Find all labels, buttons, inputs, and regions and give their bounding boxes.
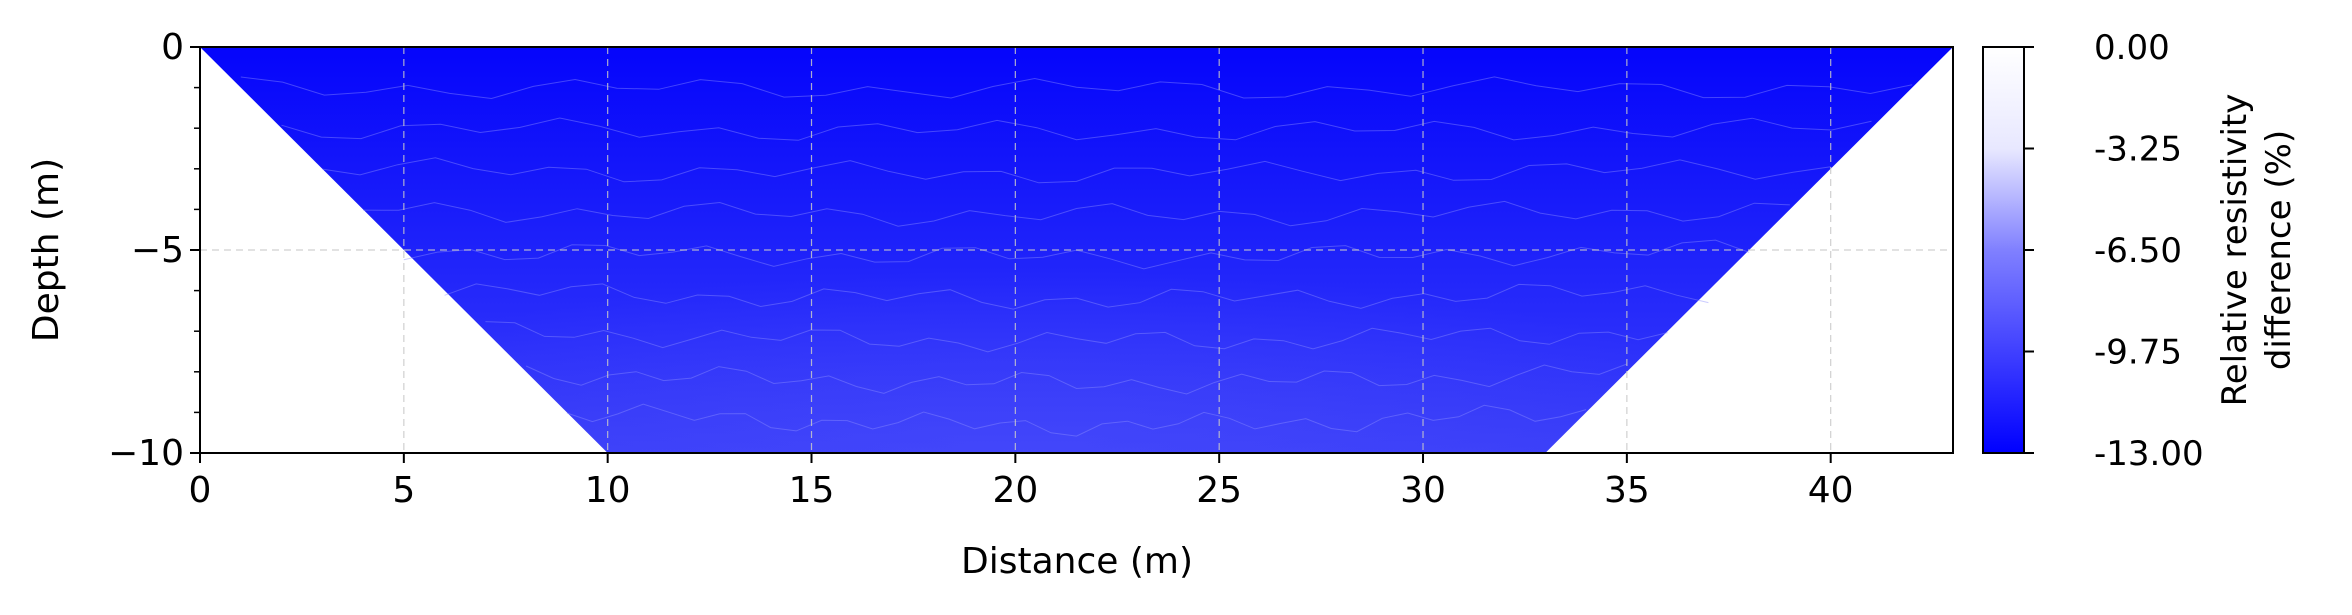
x-tick-label: 10 <box>585 470 631 511</box>
colorbar-tick-label: -13.00 <box>2094 434 2204 474</box>
colorbar-tick-label: -9.75 <box>2094 333 2182 373</box>
y-tick-label: 0 <box>161 27 184 68</box>
contour-line <box>322 157 1831 184</box>
x-tick-label: 35 <box>1604 470 1650 511</box>
contour-line <box>485 321 1668 353</box>
contour-lines <box>240 76 1913 437</box>
x-axis-label: Distance (m) <box>961 541 1193 582</box>
contour-line <box>566 403 1587 437</box>
x-tick-label: 30 <box>1400 470 1446 511</box>
x-tick-label: 15 <box>789 470 835 511</box>
contour-line <box>444 283 1709 310</box>
x-tick-label: 0 <box>189 470 212 511</box>
colorbar-gradient <box>1982 46 2025 454</box>
colorbar-tick-label: 0.00 <box>2094 28 2170 68</box>
contour-line <box>363 200 1790 227</box>
y-axis-label: Depth (m) <box>26 158 67 342</box>
contour-line <box>281 117 1872 141</box>
x-tick-label: 5 <box>392 470 415 511</box>
colorbar-tick-label: -3.25 <box>2094 130 2182 170</box>
contour-line <box>240 76 1913 100</box>
x-axis-ticks: 0 5 10 15 20 25 30 35 40 <box>189 453 1854 511</box>
x-tick-label: 25 <box>1196 470 1242 511</box>
colorbar-ticks: 0.00 -3.25 -6.50 -9.75 -13.00 <box>2024 28 2204 474</box>
x-tick-label: 40 <box>1808 470 1854 511</box>
colorbar: 0.00 -3.25 -6.50 -9.75 -13.00 Relative resis… <box>1982 28 2299 474</box>
colorbar-label-line-2: difference (%) <box>2259 130 2299 370</box>
y-axis-ticks: 0 −5 −10 <box>108 27 200 474</box>
y-tick-label: −10 <box>108 433 184 474</box>
y-tick-label: −5 <box>131 230 184 271</box>
contour-line <box>525 363 1628 395</box>
colorbar-label-line-1: Relative resistivity <box>2215 94 2255 407</box>
grid-lines <box>200 47 1953 453</box>
x-tick-label: 20 <box>992 470 1038 511</box>
colorbar-tick-label: -6.50 <box>2094 231 2182 271</box>
